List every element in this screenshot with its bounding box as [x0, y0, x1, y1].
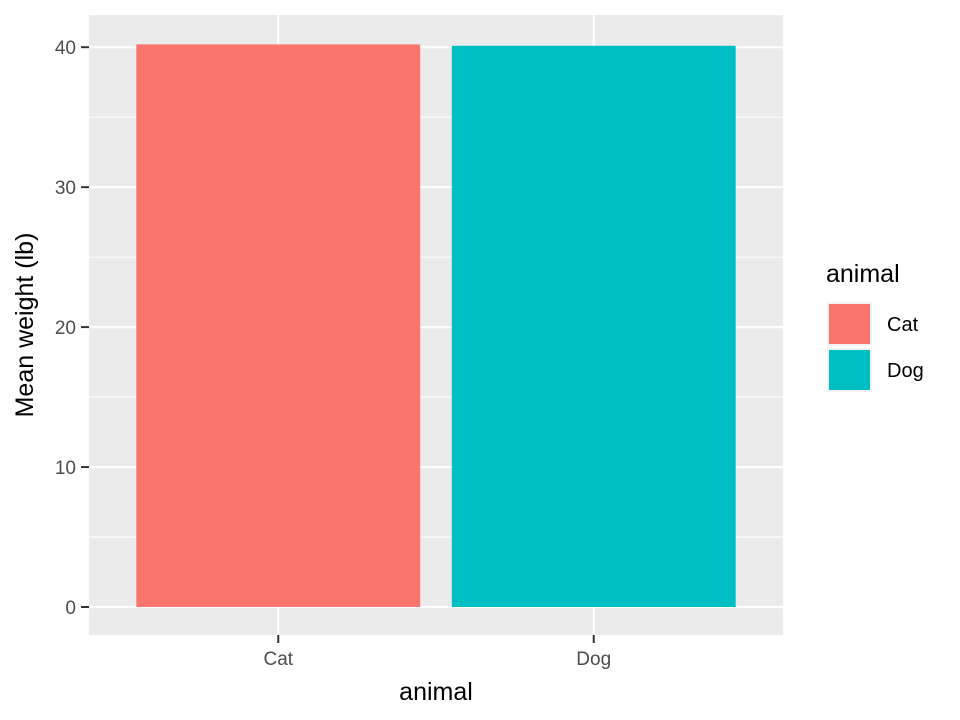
legend-label: Cat — [887, 314, 919, 336]
x-axis: Cat Dog — [263, 635, 611, 670]
y-tick-label: 40 — [55, 38, 76, 59]
bars — [136, 44, 736, 608]
bar-cat — [136, 44, 421, 608]
y-axis: 0 10 20 30 40 — [55, 38, 89, 619]
y-tick-label: 10 — [55, 458, 76, 479]
legend-label: Dog — [887, 360, 924, 382]
y-tick-label: 20 — [55, 318, 76, 339]
legend-swatch-dog — [829, 350, 870, 390]
bar-dog — [451, 45, 736, 608]
legend: animal Cat Dog — [826, 260, 924, 392]
legend-swatch-cat — [829, 304, 870, 344]
x-tick-label: Cat — [263, 649, 293, 670]
legend-title: animal — [826, 260, 900, 288]
x-axis-title: animal — [399, 678, 473, 706]
x-tick-label: Dog — [576, 649, 611, 670]
y-tick-label: 30 — [55, 178, 76, 199]
y-axis-title: Mean weight (lb) — [11, 233, 39, 418]
y-tick-label: 0 — [65, 598, 76, 619]
